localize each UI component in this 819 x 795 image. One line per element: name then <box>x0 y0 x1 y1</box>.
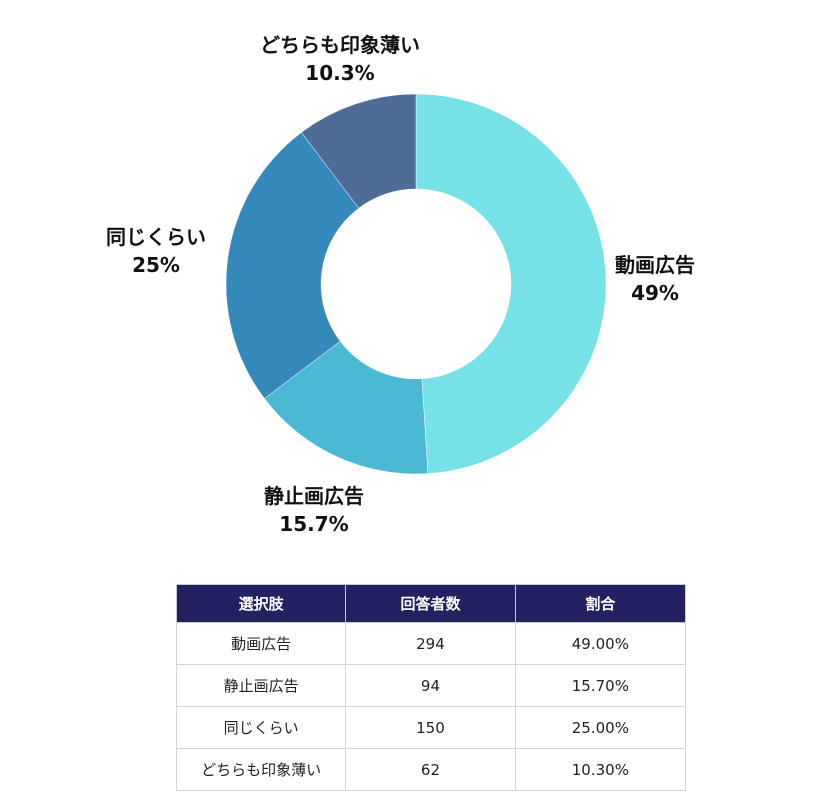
header-count: 回答者数 <box>345 584 516 623</box>
cell-option: 動画広告 <box>175 622 347 665</box>
header-option: 選択肢 <box>175 584 347 623</box>
slice-label-value: 10.3% <box>305 61 375 85</box>
cell-ratio: 49.00% <box>514 622 687 665</box>
table-row: 動画広告 294 49.00% <box>175 622 687 665</box>
table-row: どちらも印象薄い 62 10.30% <box>175 748 687 791</box>
slice-label-value: 15.7% <box>279 512 349 536</box>
cell-count: 94 <box>345 664 516 707</box>
cell-ratio: 15.70% <box>514 664 687 707</box>
slice-label-value: 49% <box>631 281 679 305</box>
slice-label-name: どちらも印象薄い <box>260 33 420 57</box>
donut-chart <box>225 93 607 475</box>
donut-slice-1 <box>264 340 429 475</box>
cell-count: 294 <box>345 622 516 665</box>
table-row: 静止画広告 94 15.70% <box>175 664 687 707</box>
slice-label-name: 同じくらい <box>106 225 206 249</box>
slice-label-same: 同じくらい 25% <box>106 223 206 279</box>
cell-ratio: 10.30% <box>514 748 687 791</box>
slice-label-static-ads: 静止画広告 15.7% <box>264 482 364 538</box>
cell-option: 同じくらい <box>175 706 347 749</box>
cell-option: どちらも印象薄い <box>175 748 347 791</box>
donut-slice-3 <box>301 93 417 209</box>
slice-label-video-ads: 動画広告 49% <box>615 251 695 307</box>
table-row: 同じくらい 150 25.00% <box>175 706 687 749</box>
cell-count: 62 <box>345 748 516 791</box>
slice-label-value: 25% <box>132 253 180 277</box>
donut-slice-0 <box>415 93 607 474</box>
cell-ratio: 25.00% <box>514 706 687 749</box>
table-header-row: 選択肢 回答者数 割合 <box>175 584 687 623</box>
cell-count: 150 <box>345 706 516 749</box>
header-ratio: 割合 <box>514 584 687 623</box>
slice-label-name: 静止画広告 <box>264 484 364 508</box>
cell-option: 静止画広告 <box>175 664 347 707</box>
donut-slice-2 <box>225 132 360 399</box>
slice-label-neither: どちらも印象薄い 10.3% <box>260 31 420 87</box>
slice-label-name: 動画広告 <box>615 253 695 277</box>
results-table: 選択肢 回答者数 割合 動画広告 294 49.00% 静止画広告 94 15.70% 同じ… <box>175 584 687 791</box>
